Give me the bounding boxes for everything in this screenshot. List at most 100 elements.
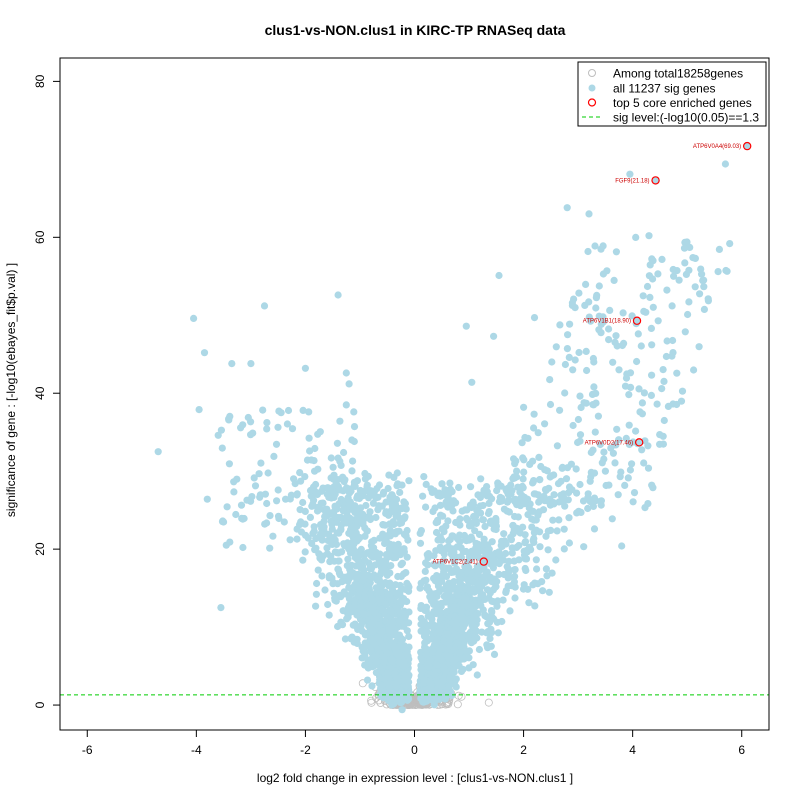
- data-point: [225, 416, 233, 424]
- data-point: [259, 406, 267, 414]
- data-point: [519, 475, 527, 483]
- data-point: [353, 477, 361, 485]
- data-point: [307, 456, 315, 464]
- data-point: [519, 523, 527, 531]
- data-point: [563, 464, 572, 472]
- data-point: [486, 589, 494, 597]
- highlight-point-fill: [743, 142, 751, 150]
- data-point: [477, 475, 485, 483]
- data-point: [475, 645, 483, 654]
- data-point: [663, 337, 671, 345]
- data-point: [592, 399, 600, 407]
- data-point: [455, 576, 464, 585]
- data-point: [553, 527, 561, 535]
- data-point: [486, 573, 495, 581]
- data-point: [434, 582, 442, 590]
- data-point: [521, 555, 529, 563]
- data-point: [333, 549, 341, 557]
- data-point: [427, 682, 435, 690]
- data-point: [509, 521, 517, 530]
- data-point: [440, 556, 448, 564]
- data-point: [230, 478, 238, 486]
- highlight-point-fill: [633, 317, 641, 325]
- data-point: [360, 610, 368, 618]
- data-point: [495, 560, 503, 568]
- data-point: [338, 578, 346, 586]
- data-point: [621, 382, 630, 390]
- data-point: [675, 276, 683, 284]
- data-point: [704, 297, 713, 305]
- data-point-nonsig: [454, 691, 463, 700]
- data-point: [321, 586, 329, 594]
- data-point: [416, 539, 425, 547]
- data-point: [417, 627, 425, 635]
- data-point: [428, 622, 436, 630]
- data-point: [455, 483, 463, 492]
- data-point: [451, 655, 459, 664]
- data-point: [320, 518, 328, 526]
- data-point: [599, 242, 607, 250]
- data-point: [580, 543, 588, 551]
- data-point: [611, 338, 619, 346]
- data-point: [589, 446, 597, 454]
- highlight-point-fill: [480, 558, 488, 566]
- data-point: [419, 604, 428, 613]
- data-point: [584, 494, 592, 502]
- data-point: [452, 518, 460, 527]
- data-point: [723, 267, 731, 275]
- data-point: [398, 481, 406, 489]
- data-point: [574, 438, 582, 447]
- data-point: [335, 569, 343, 577]
- data-point: [698, 270, 706, 278]
- data-point: [330, 589, 338, 597]
- data-point: [239, 421, 247, 429]
- data-point: [400, 658, 408, 666]
- data-point: [367, 565, 375, 573]
- data-point: [615, 436, 623, 444]
- data-point: [647, 391, 656, 399]
- data-point: [343, 562, 351, 570]
- data-point: [424, 554, 432, 562]
- data-point: [507, 533, 515, 541]
- data-point: [600, 448, 608, 456]
- data-point: [464, 632, 472, 640]
- data-point: [214, 431, 222, 439]
- data-point: [483, 568, 491, 576]
- data-point: [342, 401, 350, 409]
- data-point: [643, 282, 652, 291]
- data-point: [508, 549, 516, 557]
- data-point: [618, 341, 627, 350]
- data-point: [312, 480, 320, 489]
- data-point: [481, 522, 489, 531]
- data-point: [301, 520, 309, 528]
- data-point: [327, 493, 335, 502]
- data-point: [507, 481, 515, 489]
- data-point: [382, 551, 390, 559]
- data-point: [200, 349, 209, 357]
- data-point: [569, 421, 577, 430]
- data-point: [331, 513, 339, 521]
- data-point: [592, 304, 600, 312]
- data-point: [354, 492, 362, 500]
- data-point: [363, 676, 372, 684]
- data-point: [680, 244, 689, 252]
- data-point: [639, 292, 647, 300]
- data-point: [595, 326, 603, 334]
- data-point: [662, 352, 671, 361]
- data-point: [495, 550, 503, 558]
- data-point: [488, 613, 496, 621]
- data-point: [483, 488, 491, 496]
- data-point: [250, 474, 258, 482]
- data-point: [348, 531, 356, 539]
- data-point: [726, 240, 734, 248]
- data-point: [628, 460, 636, 468]
- data-point: [606, 306, 614, 314]
- data-point: [361, 469, 369, 478]
- data-point: [521, 539, 529, 547]
- data-point: [308, 539, 316, 548]
- data-point: [621, 481, 629, 489]
- data-point: [432, 519, 440, 527]
- data-point: [384, 669, 392, 677]
- data-point: [616, 473, 624, 481]
